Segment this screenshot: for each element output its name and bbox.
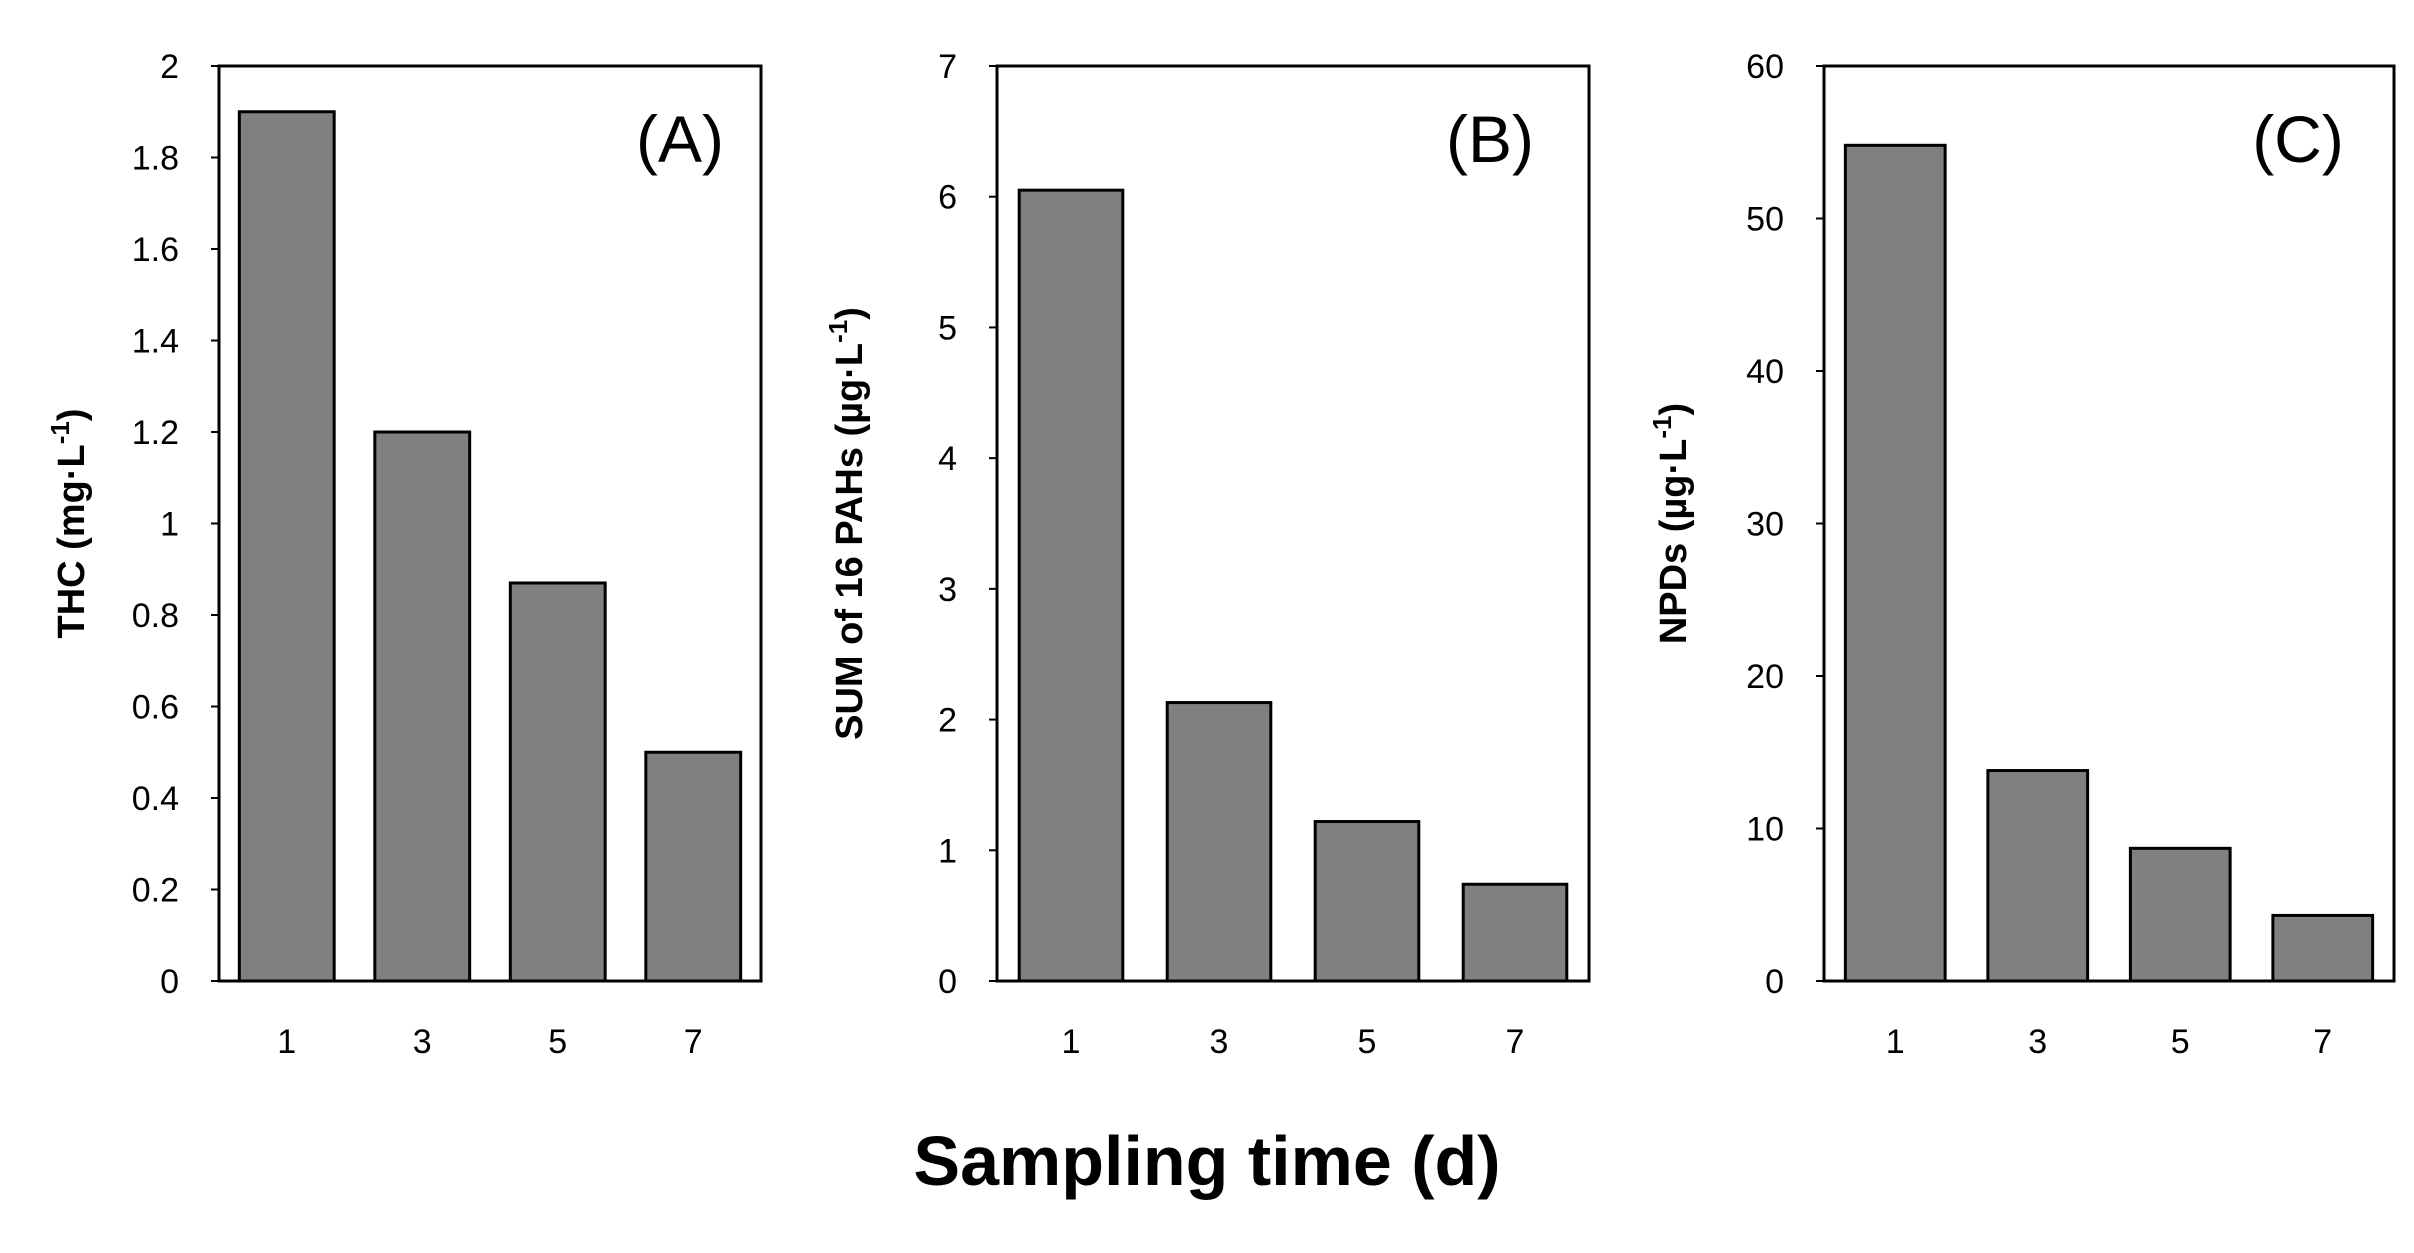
y-tick-label: 0.6 xyxy=(132,689,179,727)
y-axis-title: THC (mg·L-1) xyxy=(45,409,93,639)
panel-label: (C) xyxy=(2252,102,2344,176)
chart-panel-2: 0 1 2 3 4 5 6 7 1 3 5 7 (B) SUM of 16 PAHs (µg·L-1) xyxy=(823,48,1591,1061)
y-tick-label: 10 xyxy=(1746,811,1784,849)
bar xyxy=(644,750,743,983)
bar xyxy=(237,110,336,983)
y-axis-title-superscript: -1 xyxy=(1647,415,1677,438)
y-tick-label: 3 xyxy=(938,571,957,609)
y-tick-label: 1 xyxy=(160,506,179,544)
y-tick-label: 50 xyxy=(1746,201,1784,239)
y-tick-label: 5 xyxy=(938,309,957,347)
y-tick-label: 0 xyxy=(1765,963,1784,1001)
y-axis-title-main: THC (mg·L xyxy=(51,444,93,638)
x-tick-label: 1 xyxy=(1886,1023,1905,1061)
x-tick-label: 1 xyxy=(277,1023,296,1061)
bar xyxy=(1986,769,2090,983)
y-axis-title: NPDs (µg·L-1) xyxy=(1647,403,1695,644)
bar xyxy=(1017,188,1125,983)
y-tick-label: 30 xyxy=(1746,506,1784,544)
y-tick-label: 20 xyxy=(1746,658,1784,696)
x-tick-label: 5 xyxy=(548,1023,567,1061)
x-axis-title: Sampling time (d) xyxy=(913,1122,1500,1200)
bar xyxy=(2128,846,2232,983)
plot-frame xyxy=(995,64,1591,983)
y-tick-label: 2 xyxy=(160,48,179,86)
chart-panels: 0 0.2 0.4 0.6 0.8 1 1.2 1.4 1.6 1.8 2 1 3 5 7 (A) THC (m… xyxy=(45,48,2396,1061)
bar xyxy=(508,581,607,983)
x-tick-label: 3 xyxy=(1210,1023,1229,1061)
panel-label: (A) xyxy=(636,102,724,176)
x-tick-label: 7 xyxy=(2313,1023,2332,1061)
y-tick-label: 0 xyxy=(160,963,179,1001)
y-tick-label: 7 xyxy=(938,48,957,86)
y-tick-label: 4 xyxy=(938,440,957,478)
y-axis-title: SUM of 16 PAHs (µg·L-1) xyxy=(823,307,871,740)
y-tick-label: 1.8 xyxy=(132,140,179,178)
y-axis-title-close: ) xyxy=(829,307,871,320)
y-axis-title-superscript: -1 xyxy=(823,320,853,343)
x-tick-label: 3 xyxy=(413,1023,432,1061)
chart-panel-3: 0 10 20 30 40 50 60 1 3 5 7 (C) NPDs (µg·L-1) xyxy=(1647,48,2396,1061)
y-tick-label: 60 xyxy=(1746,48,1784,86)
y-tick-label: 0.2 xyxy=(132,872,179,910)
y-tick-label: 1.6 xyxy=(132,231,179,269)
panel-label: (B) xyxy=(1446,102,1534,176)
y-axis-title-main: SUM of 16 PAHs (µg·L xyxy=(829,343,871,740)
y-axis-title-main: NPDs (µg·L xyxy=(1653,439,1695,645)
y-tick-label: 1.2 xyxy=(132,414,179,452)
x-tick-label: 3 xyxy=(2028,1023,2047,1061)
y-tick-label: 0.4 xyxy=(132,780,179,818)
x-tick-label: 5 xyxy=(1358,1023,1377,1061)
y-tick-label: 0 xyxy=(938,963,957,1001)
y-tick-label: 6 xyxy=(938,179,957,217)
y-tick-label: 0.8 xyxy=(132,597,179,635)
y-tick-label: 1 xyxy=(938,832,957,870)
bar xyxy=(2271,913,2375,983)
y-axis-title-superscript: -1 xyxy=(45,421,75,444)
bar xyxy=(1313,820,1421,983)
y-tick-label: 40 xyxy=(1746,353,1784,391)
y-axis-title-close: ) xyxy=(51,409,93,422)
bar xyxy=(1461,882,1569,983)
y-tick-label: 2 xyxy=(938,702,957,740)
y-axis-title-close: ) xyxy=(1653,403,1695,416)
x-tick-label: 5 xyxy=(2171,1023,2190,1061)
x-tick-label: 1 xyxy=(1062,1023,1081,1061)
x-tick-label: 7 xyxy=(684,1023,703,1061)
x-tick-label: 7 xyxy=(1506,1023,1525,1061)
bar xyxy=(373,430,472,983)
bar xyxy=(1843,143,1947,983)
chart-panel-1: 0 0.2 0.4 0.6 0.8 1 1.2 1.4 1.6 1.8 2 1 3 5 7 (A) THC (m… xyxy=(45,48,763,1061)
bar xyxy=(1165,701,1273,983)
y-tick-label: 1.4 xyxy=(132,323,179,361)
